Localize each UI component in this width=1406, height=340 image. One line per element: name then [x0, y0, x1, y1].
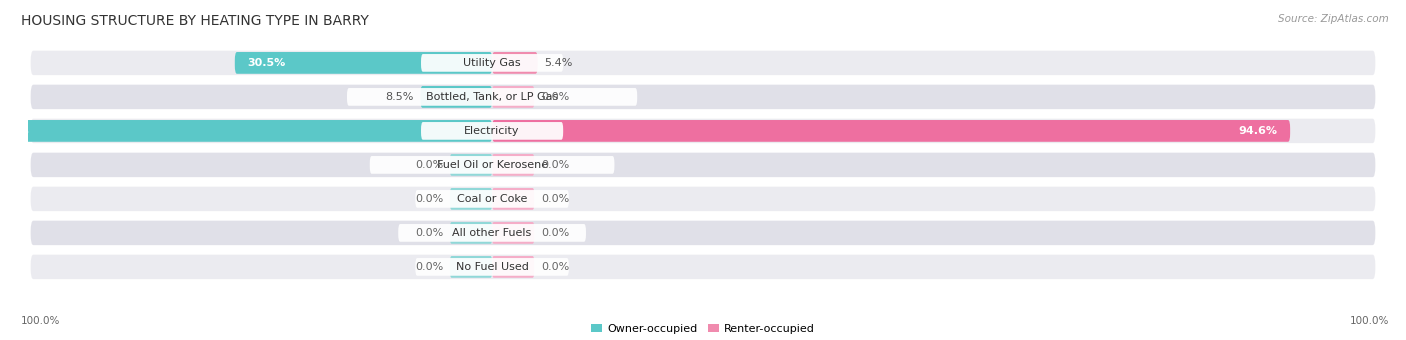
Legend: Owner-occupied, Renter-occupied: Owner-occupied, Renter-occupied [586, 319, 820, 338]
Text: 0.0%: 0.0% [541, 92, 569, 102]
Text: 8.5%: 8.5% [385, 92, 413, 102]
Text: 0.0%: 0.0% [415, 228, 443, 238]
FancyBboxPatch shape [420, 54, 564, 72]
FancyBboxPatch shape [492, 222, 534, 244]
Text: No Fuel Used: No Fuel Used [456, 262, 529, 272]
FancyBboxPatch shape [492, 120, 1291, 142]
Text: 61.0%: 61.0% [0, 126, 28, 136]
FancyBboxPatch shape [492, 188, 534, 210]
FancyBboxPatch shape [398, 224, 586, 242]
Text: 100.0%: 100.0% [1350, 317, 1389, 326]
FancyBboxPatch shape [370, 156, 614, 174]
Text: Fuel Oil or Kerosene: Fuel Oil or Kerosene [436, 160, 548, 170]
Text: HOUSING STRUCTURE BY HEATING TYPE IN BARRY: HOUSING STRUCTURE BY HEATING TYPE IN BAR… [21, 14, 368, 28]
FancyBboxPatch shape [450, 256, 492, 278]
FancyBboxPatch shape [492, 256, 534, 278]
Text: Bottled, Tank, or LP Gas: Bottled, Tank, or LP Gas [426, 92, 558, 102]
FancyBboxPatch shape [31, 51, 1375, 75]
FancyBboxPatch shape [347, 88, 637, 106]
FancyBboxPatch shape [450, 188, 492, 210]
Text: 0.0%: 0.0% [415, 160, 443, 170]
Text: All other Fuels: All other Fuels [453, 228, 531, 238]
FancyBboxPatch shape [450, 222, 492, 244]
Text: 0.0%: 0.0% [541, 194, 569, 204]
FancyBboxPatch shape [31, 85, 1375, 109]
FancyBboxPatch shape [31, 119, 1375, 143]
FancyBboxPatch shape [420, 86, 492, 108]
Text: 0.0%: 0.0% [415, 262, 443, 272]
FancyBboxPatch shape [235, 52, 492, 74]
Text: 94.6%: 94.6% [1239, 126, 1278, 136]
Text: 0.0%: 0.0% [415, 194, 443, 204]
Text: Source: ZipAtlas.com: Source: ZipAtlas.com [1278, 14, 1389, 23]
FancyBboxPatch shape [450, 154, 492, 176]
FancyBboxPatch shape [492, 86, 534, 108]
Text: 0.0%: 0.0% [541, 228, 569, 238]
FancyBboxPatch shape [31, 221, 1375, 245]
FancyBboxPatch shape [31, 255, 1375, 279]
FancyBboxPatch shape [420, 122, 564, 140]
FancyBboxPatch shape [31, 187, 1375, 211]
Text: Utility Gas: Utility Gas [464, 58, 520, 68]
FancyBboxPatch shape [492, 52, 537, 74]
Text: 100.0%: 100.0% [21, 317, 60, 326]
Text: 5.4%: 5.4% [544, 58, 572, 68]
Text: 30.5%: 30.5% [247, 58, 285, 68]
Text: 0.0%: 0.0% [541, 262, 569, 272]
FancyBboxPatch shape [0, 120, 492, 142]
FancyBboxPatch shape [31, 153, 1375, 177]
Text: 0.0%: 0.0% [541, 160, 569, 170]
Text: Electricity: Electricity [464, 126, 520, 136]
FancyBboxPatch shape [492, 154, 534, 176]
FancyBboxPatch shape [415, 258, 569, 276]
FancyBboxPatch shape [415, 190, 569, 208]
Text: Coal or Coke: Coal or Coke [457, 194, 527, 204]
